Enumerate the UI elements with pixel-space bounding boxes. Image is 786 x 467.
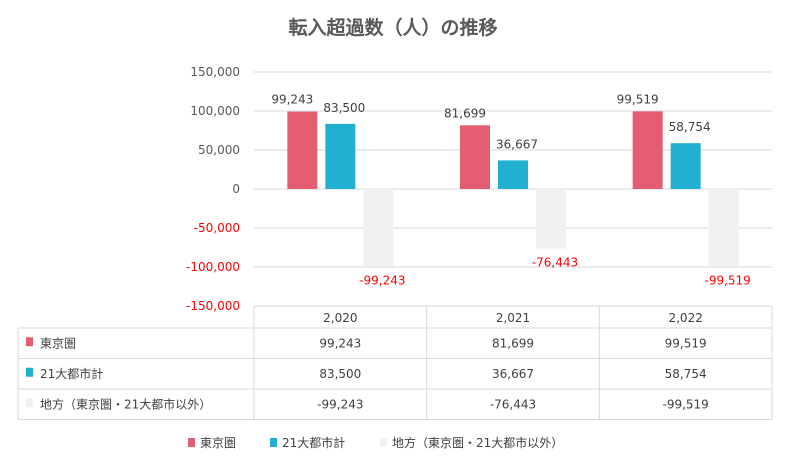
- y-axis: 150,000 100,000 50,000 0 -50,000 -100,000 -150…: [186, 65, 240, 313]
- legend-label: 東京圏: [200, 436, 236, 450]
- table-row-label: 東京圏: [40, 336, 76, 350]
- y-tick-label: 0: [232, 182, 240, 196]
- y-tick-label: -50,000: [194, 221, 240, 235]
- data-label: 81,699: [444, 106, 486, 120]
- table-cell: 36,667: [492, 367, 534, 381]
- legend-label: 21大都市計: [282, 435, 345, 450]
- bar-2-3: [670, 143, 701, 189]
- y-tick-label: -150,000: [186, 299, 240, 313]
- chart-title: 転入超過数（人）の推移: [288, 16, 497, 39]
- legend-label: 地方（東京圏・21大都市以外）: [392, 435, 563, 450]
- table-cell: -99,519: [663, 397, 709, 411]
- data-label: 83,500: [323, 101, 365, 115]
- bar-3-2: [536, 189, 566, 249]
- data-label: -99,519: [705, 274, 751, 288]
- y-tick-label: 150,000: [190, 65, 240, 79]
- data-label: 58,754: [669, 120, 711, 134]
- y-tick-label: 100,000: [190, 104, 240, 118]
- table-legend-key: [26, 337, 33, 347]
- table-header-cell: 2,022: [668, 311, 702, 325]
- data-label: -99,243: [359, 273, 405, 287]
- data-table: 2,020 2,021 2,022 東京圏 99,243 81,699 99,519 21大都…: [17, 305, 773, 420]
- bar-2-2: [498, 160, 528, 189]
- table-row-label: 21大都市計: [40, 366, 103, 381]
- table-header-cell: 2,021: [496, 311, 530, 325]
- data-label: -76,443: [532, 256, 578, 270]
- table-cell: 58,754: [665, 367, 707, 381]
- table-row-label: 地方（東京圏・21大都市以外）: [40, 396, 211, 411]
- table-cell: 99,243: [319, 336, 361, 350]
- table-cell: 99,519: [665, 336, 707, 350]
- bar-1-3: [632, 111, 663, 189]
- bar-3-1: [363, 189, 394, 267]
- legend-key: [188, 438, 195, 447]
- table-legend-key: [26, 398, 33, 408]
- bar-1-2: [460, 125, 490, 189]
- table-cell: 83,500: [319, 367, 361, 381]
- bar-2-1: [325, 123, 356, 189]
- data-label: 36,667: [496, 137, 538, 151]
- legend: 東京圏 21大都市計 地方（東京圏・21大都市以外）: [188, 435, 563, 450]
- table-cell: -99,243: [317, 397, 363, 411]
- table-cell: -76,443: [490, 397, 536, 411]
- data-labels: 99,243 81,699 99,519 83,500 36,667 58,754 -99,…: [271, 92, 750, 287]
- legend-key: [270, 438, 277, 447]
- y-tick-label: 50,000: [198, 143, 240, 157]
- data-label: 99,519: [617, 92, 659, 106]
- table-cell: 81,699: [492, 336, 534, 350]
- legend-key: [380, 438, 387, 447]
- table-legend-key: [26, 367, 33, 377]
- table-header-cell: 2,020: [323, 311, 357, 325]
- bar-1-1: [287, 111, 318, 189]
- data-label: 99,243: [271, 93, 313, 107]
- y-tick-label: -100,000: [186, 260, 240, 274]
- bar-3-3: [708, 189, 739, 267]
- bars: [287, 111, 739, 267]
